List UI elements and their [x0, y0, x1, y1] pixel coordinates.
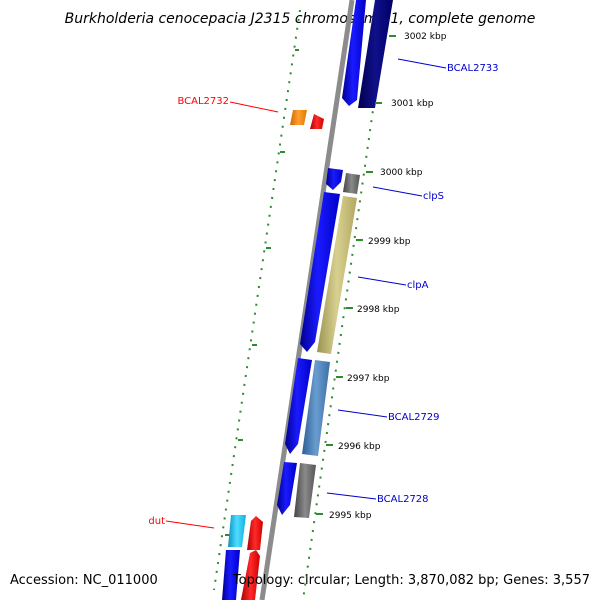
gene-bcal2733-outer-arrow [358, 0, 393, 108]
left-track-dashes [225, 49, 299, 536]
gene-bcal2732-arrow [310, 114, 324, 129]
gene-label-clpa[interactable]: clpA [407, 280, 429, 291]
gene-clpa-outer-arrow [317, 196, 357, 354]
gene-label-dut[interactable]: dut [148, 516, 165, 527]
gene-dut-inner-arrow [222, 550, 240, 600]
gene-dut-lower-arrow [241, 550, 260, 600]
tick-label-2998: 2998 kbp [357, 305, 400, 315]
tick-label-2996: 2996 kbp [338, 442, 381, 452]
gene-label-clps[interactable]: clpS [423, 191, 444, 202]
gene-label-bcal2732[interactable]: BCAL2732 [177, 96, 229, 107]
gene-cyan-block [228, 515, 246, 547]
tick-label-3001: 3001 kbp [391, 99, 434, 109]
gene-bcal2728-outer-arrow [294, 463, 316, 518]
kbp-tick-marks [316, 35, 396, 515]
map-title: Burkholderia cenocepacia J2315 chromosom… [65, 11, 536, 27]
gene-bcal2729-outer-arrow [302, 360, 330, 456]
accession-text: Accession: NC_011000 [10, 573, 158, 588]
tick-label-2999: 2999 kbp [368, 237, 411, 247]
gene-orange-block [290, 110, 307, 125]
tick-label-3002: 3002 kbp [404, 32, 447, 42]
gene-clps-inner-arrow [326, 168, 343, 190]
tick-label-3000: 3000 kbp [380, 168, 423, 178]
gene-leader-lines [165, 58, 447, 529]
gene-clps-outer-arrow [343, 173, 360, 194]
gene-bcal2733-inner-arrow [342, 0, 366, 106]
gene-label-bcal2733[interactable]: BCAL2733 [447, 63, 499, 74]
gene-clpa-inner-arrow [300, 192, 340, 352]
gene-bcal2728-inner-arrow [277, 462, 297, 515]
genome-summary-text: Topology: circular; Length: 3,870,082 bp… [232, 573, 590, 588]
gene-dut-arrow [247, 516, 263, 550]
gene-label-bcal2728[interactable]: BCAL2728 [377, 494, 429, 505]
tick-label-2995: 2995 kbp [329, 511, 372, 521]
gene-bcal2729-inner-arrow [285, 358, 312, 454]
gene-label-bcal2729[interactable]: BCAL2729 [388, 412, 440, 423]
tick-label-2997: 2997 kbp [347, 374, 390, 384]
